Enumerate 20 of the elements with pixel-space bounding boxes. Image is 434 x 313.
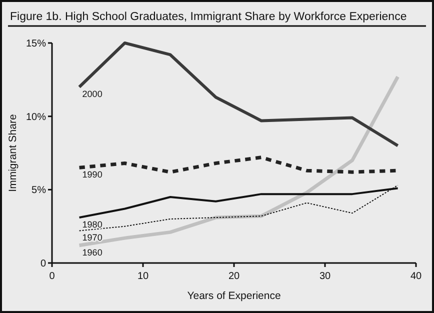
series-label: 1960: [82, 247, 102, 258]
x-tick-label: 30: [319, 271, 331, 282]
x-tick-label: 0: [49, 271, 56, 282]
series-label: 1990: [82, 170, 102, 180]
series-label: 1980: [82, 220, 102, 230]
y-tick-label: 15%: [26, 38, 46, 50]
line-series: [78, 42, 400, 148]
y-tick-label: 0: [40, 258, 46, 270]
chart-title: Figure 1b. High School Graduates, Immigrant Share by Workforce Experience: [10, 11, 407, 23]
series-label: 2000: [82, 89, 102, 99]
x-tick-label: 20: [228, 271, 240, 282]
x-tick-label: 10: [137, 271, 149, 282]
x-tick-label: 40: [410, 271, 422, 282]
y-tick-label: 10%: [26, 112, 46, 123]
line-series: [78, 184, 398, 232]
x-axis-title: Years of Experience: [187, 290, 281, 302]
y-tick-label: 5%: [32, 185, 46, 196]
line-series: [78, 74, 400, 248]
series-label: 1970: [82, 232, 102, 243]
y-axis-title: Immigrant Share: [7, 114, 19, 192]
